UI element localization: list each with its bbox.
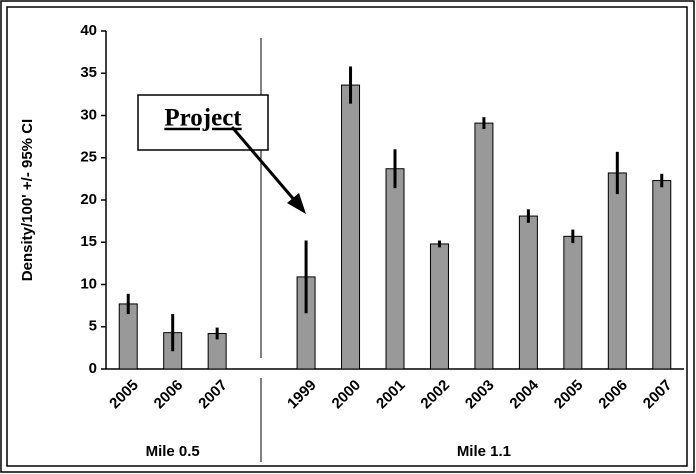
x-tick-label: 2005 (106, 377, 142, 413)
x-tick-label: 1999 (284, 377, 320, 413)
inner-frame (6, 6, 688, 467)
bar (385, 168, 405, 370)
x-tick-label: 2002 (417, 377, 453, 413)
y-tick-label: 35 (80, 64, 97, 81)
group-label: Mile 1.1 (457, 443, 511, 460)
annotation-text: Project (164, 105, 242, 132)
y-tick-label: 25 (80, 149, 97, 166)
x-tick-label: 2004 (506, 376, 542, 412)
y-tick-label: 40 (80, 22, 97, 39)
x-tick-label: 2005 (551, 377, 587, 413)
bar (474, 122, 494, 370)
y-tick-label: 0 (89, 360, 97, 377)
x-tick-label: 2006 (595, 377, 631, 413)
arrow-head (287, 193, 306, 214)
y-axis-label: Density/100' +/- 95% CI (19, 119, 36, 281)
group-label: Mile 0.5 (146, 443, 200, 460)
bar (652, 180, 672, 370)
bar (563, 235, 583, 370)
annotation-arrow (230, 126, 298, 203)
x-tick-label: 2001 (373, 377, 409, 413)
x-tick-label: 2007 (195, 377, 231, 413)
x-tick-label: 2006 (151, 377, 187, 413)
bar (341, 84, 361, 370)
annotation-box (137, 94, 269, 151)
y-tick-label: 15 (80, 233, 97, 250)
x-tick-label: 2003 (462, 377, 498, 413)
y-tick-label: 30 (80, 106, 97, 123)
y-tick-label: 5 (89, 318, 97, 335)
y-tick-label: 20 (80, 191, 97, 208)
x-tick-label: 2000 (329, 377, 365, 413)
x-tick-label: 2007 (640, 377, 676, 413)
bar (518, 215, 538, 370)
bar (429, 243, 449, 370)
y-tick-label: 10 (80, 275, 97, 292)
bar (607, 172, 627, 370)
